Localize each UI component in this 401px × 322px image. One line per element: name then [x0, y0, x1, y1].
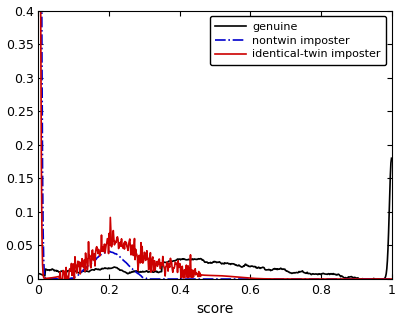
identical-twin imposter — [272, 277, 277, 281]
identical-twin imposter — [244, 276, 249, 280]
genuine — [196, 257, 200, 261]
nontwin imposter — [272, 277, 277, 281]
nontwin imposter — [389, 277, 394, 281]
Line: genuine: genuine — [38, 158, 391, 279]
genuine — [127, 271, 132, 275]
genuine — [99, 267, 103, 271]
genuine — [36, 272, 41, 276]
Line: nontwin imposter: nontwin imposter — [38, 0, 391, 279]
nontwin imposter — [128, 264, 132, 268]
nontwin imposter — [196, 277, 201, 281]
identical-twin imposter — [127, 239, 132, 243]
identical-twin imposter — [99, 249, 103, 252]
genuine — [244, 263, 249, 267]
Line: identical-twin imposter: identical-twin imposter — [38, 0, 391, 279]
nontwin imposter — [245, 277, 249, 281]
genuine — [356, 277, 361, 281]
nontwin imposter — [99, 252, 104, 256]
identical-twin imposter — [302, 277, 307, 281]
genuine — [389, 156, 394, 160]
nontwin imposter — [302, 277, 307, 281]
identical-twin imposter — [389, 277, 394, 281]
identical-twin imposter — [196, 275, 200, 279]
genuine — [302, 271, 307, 275]
Legend: genuine, nontwin imposter, identical-twin imposter: genuine, nontwin imposter, identical-twi… — [210, 16, 386, 65]
genuine — [272, 267, 277, 271]
nontwin imposter — [54, 277, 59, 281]
X-axis label: score: score — [196, 302, 234, 317]
